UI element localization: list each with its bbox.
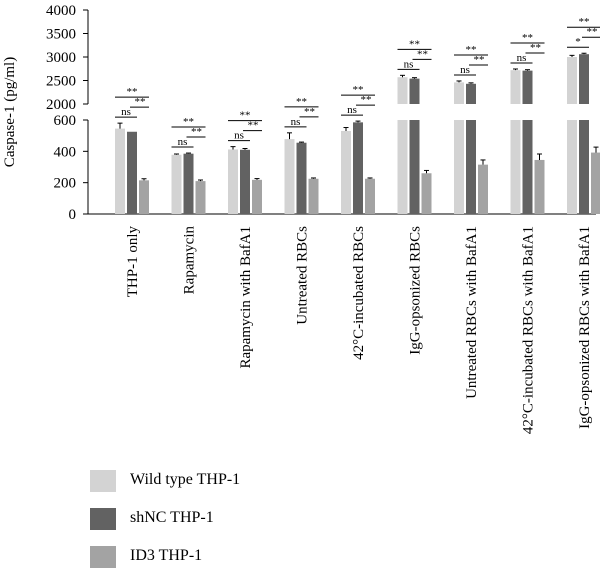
bar [454,120,464,214]
y-tick-label: 3000 [46,50,76,66]
bar-upper [567,57,577,104]
sig-label-lower-right: ** [135,96,146,108]
bar [534,159,545,214]
bar [195,181,206,214]
sig-label-upper: ** [240,110,251,122]
y-tick-label: 2000 [46,97,76,113]
sig-label-lower-left: ns [460,64,470,76]
sig-label-upper: ** [466,44,477,56]
bar-upper [466,83,476,104]
bar [228,149,238,214]
bar [567,120,577,214]
sig-label-lower-right: ** [191,126,202,138]
sig-label-lower-left: ns [121,106,131,118]
bar [365,178,375,214]
bar [341,130,351,214]
bar [284,139,295,214]
sig-label-lower-right: ** [530,42,541,54]
bar-upper [397,77,408,104]
bar [409,120,420,214]
bar [115,128,125,214]
sig-label-upper: ** [296,96,307,108]
bar [510,120,521,214]
bar [591,152,600,214]
bar [171,154,182,214]
sig-label-lower-left: ns [347,104,357,116]
bar [240,149,250,214]
y-tick-label: 0 [69,207,77,223]
bar-upper [522,70,533,104]
bar-upper [409,78,420,104]
y-tick-label: 200 [54,176,77,192]
x-tick-label: 42°C-incubated RBCs with BafA1 [521,226,537,434]
sig-label-lower-left: ns [291,116,301,128]
legend-swatch-wild-type [90,470,116,492]
sig-label-lower-right: ** [474,54,485,66]
bar-upper [579,54,589,104]
sig-label-upper: ** [579,16,590,28]
legend-swatch-shnc [90,508,116,530]
y-tick-label: 3500 [46,27,76,43]
sig-label-lower-left: * [575,36,581,48]
sig-label-upper: ** [353,84,364,96]
sig-label-lower-right: ** [587,26,598,38]
bar [397,120,408,214]
bar-upper [510,70,521,104]
sig-label-lower-left: ns [517,52,527,64]
legend-label-id3: ID3 THP-1 [130,547,203,564]
y-tick-label: 600 [54,113,77,129]
sig-label-upper: ** [183,116,194,128]
bar [421,173,432,214]
sig-label-upper: ** [127,86,138,98]
x-tick-label: IgG-opsonized RBCs [408,226,424,355]
bar-upper [454,82,464,104]
x-tick-label: Rapamycin [182,226,198,295]
x-tick-label: 42°C-incubated RBCs [351,226,367,360]
y-tick-label: 4000 [46,3,76,19]
x-tick-label: THP-1 only [125,226,141,298]
bar [579,120,589,214]
sig-label-upper: ** [522,32,533,44]
bar [353,122,363,214]
sig-label-lower-right: ** [361,94,372,106]
x-tick-label: Rapamycin with BafA1 [238,226,254,368]
x-tick-label: IgG-opsonized RBCs with BafA1 [577,226,593,429]
bar [308,178,319,214]
legend-label-wild-type: Wild type THP-1 [130,471,241,488]
sig-label-lower-right: ** [417,48,428,60]
bar [478,164,488,214]
y-tick-label: 400 [54,144,77,160]
sig-label-lower-left: ns [178,136,188,148]
sig-label-lower-left: ns [404,58,414,70]
bar [466,120,476,214]
sig-label-upper: ** [409,38,420,50]
y-tick-label: 2500 [46,74,76,90]
legend-label-shnc: shNC THP-1 [130,509,214,526]
y-axis-label: Caspase-1 (pg/ml) [2,57,18,167]
x-tick-label: Untreated RBCs [295,226,311,325]
bar [183,153,194,214]
bar [296,142,307,214]
sig-label-lower-left: ns [234,130,244,142]
bar [127,131,137,214]
bar [139,180,149,214]
bar [252,179,262,214]
sig-label-lower-right: ** [304,106,315,118]
sig-label-lower-right: ** [248,120,259,132]
bar [522,120,533,214]
legend-swatch-id3 [90,546,116,568]
x-tick-label: Untreated RBCs with BafA1 [464,226,480,399]
